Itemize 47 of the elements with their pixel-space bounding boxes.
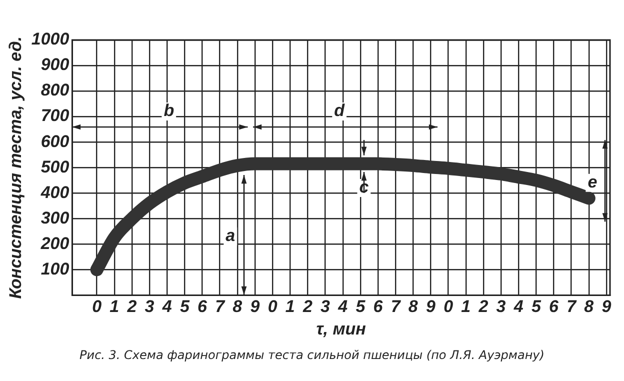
x-tick-label: 9: [250, 297, 260, 316]
y-tick-label: 400: [40, 182, 70, 202]
x-tick-label: 4: [161, 297, 172, 316]
x-tick-label: 2: [302, 297, 313, 316]
x-tick-label: 0: [268, 297, 278, 316]
x-tick-label: 8: [408, 297, 418, 316]
annotation: b: [164, 101, 174, 120]
x-tick-label: 2: [126, 297, 138, 316]
x-tick-label: 3: [496, 297, 506, 316]
x-axis-title: τ, мин: [316, 319, 366, 338]
x-tick-label: 7: [390, 297, 402, 316]
x-tick-label: 8: [584, 297, 594, 316]
annotation: d: [334, 101, 346, 120]
y-tick-label: 1000: [31, 30, 70, 49]
x-tick-label: 1: [461, 297, 471, 316]
annotation: e: [588, 172, 598, 192]
y-tick-label: 900: [40, 55, 70, 74]
y-tick-label: 700: [40, 106, 70, 126]
x-tick-label: 0: [92, 297, 102, 316]
x-tick-label: 1: [285, 297, 295, 316]
x-tick-label: 7: [215, 297, 226, 316]
x-tick-label: 6: [198, 297, 208, 316]
x-tick-label: 5: [180, 297, 190, 316]
x-tick-label: 0: [444, 297, 454, 316]
annotation: a: [226, 226, 236, 246]
y-tick-label: 500: [40, 157, 70, 176]
y-tick-label: 100: [40, 259, 70, 278]
y-tick-label: 600: [40, 132, 70, 151]
y-tick-label: 300: [40, 208, 70, 228]
y-tick-label: 800: [40, 80, 70, 100]
y-tick-label: 200: [40, 234, 70, 253]
x-tick-label: 9: [602, 297, 612, 316]
x-tick-label: 1: [110, 297, 120, 316]
x-tick-label: 3: [320, 297, 331, 316]
x-tick-label: 6: [549, 297, 560, 316]
x-tick-label: 8: [232, 297, 243, 316]
x-tick-label: 5: [356, 297, 366, 316]
x-tick-label: 2: [478, 297, 489, 316]
x-tick-label: 5: [531, 297, 542, 316]
x-tick-label: 7: [566, 297, 578, 316]
x-tick-label: 4: [337, 297, 348, 316]
y-axis-title: Консистенция теста, усл. ед.: [6, 36, 25, 299]
x-tick-label: 6: [373, 297, 384, 316]
x-tick-label: 3: [144, 297, 155, 316]
text: Рис. 3. Схема фаринограммы теста сильной пшеницы (по Л.Я. Ауэрману): [78, 348, 546, 362]
x-tick-label: 9: [426, 297, 436, 316]
x-tick-label: 4: [512, 297, 524, 316]
